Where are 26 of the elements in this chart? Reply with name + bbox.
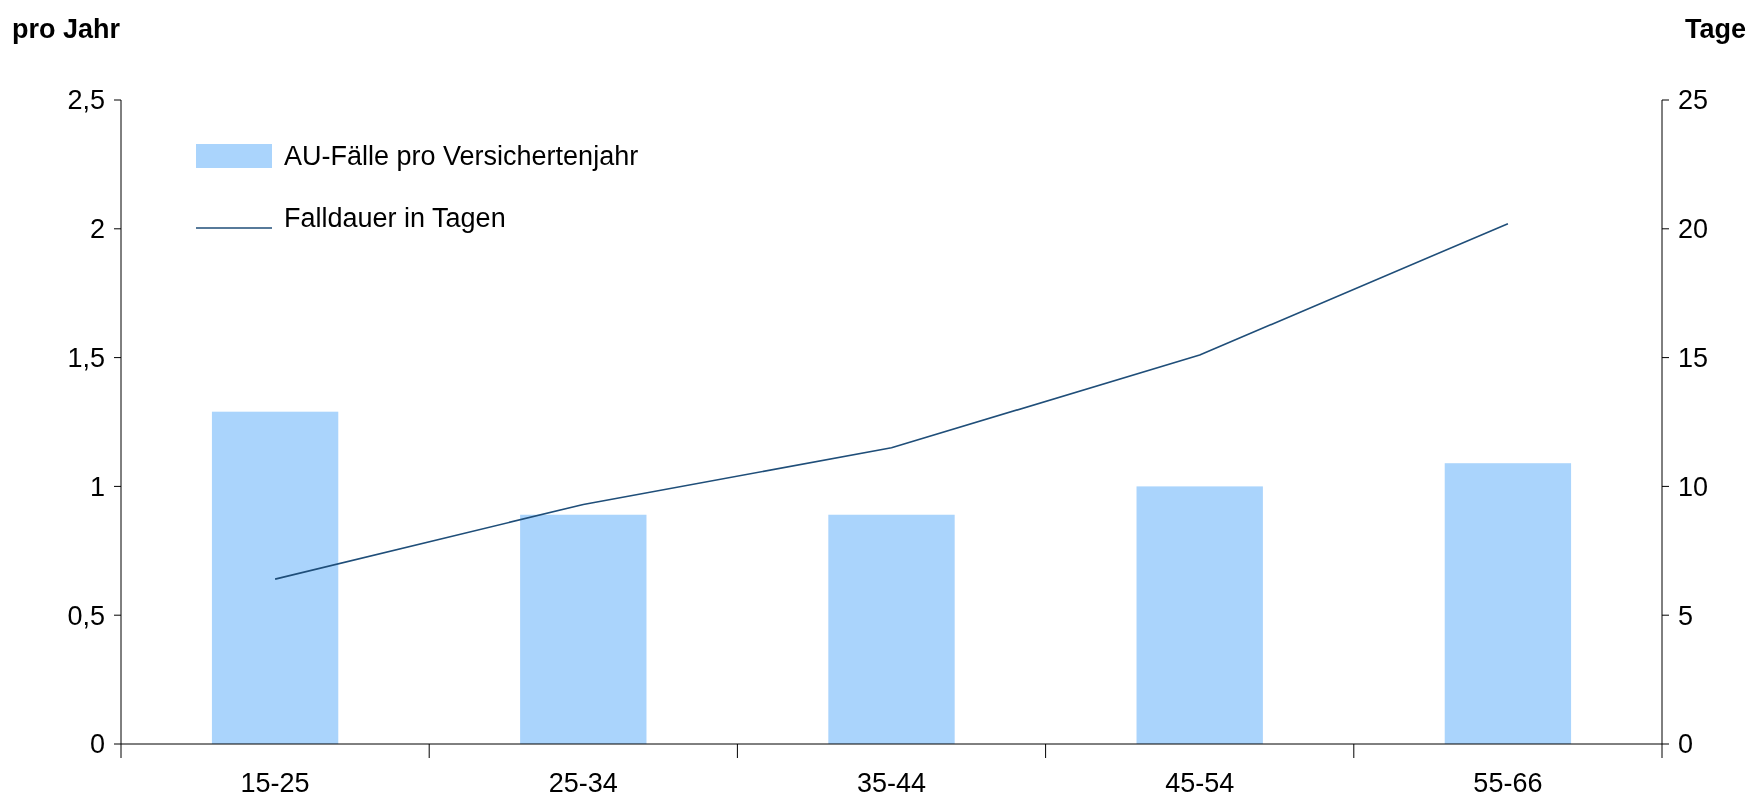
- y2-tick-label: 15: [1678, 343, 1709, 374]
- x-tick-label: 15-25: [240, 768, 310, 798]
- legend-label: AU-Fälle pro Versichertenjahr: [284, 141, 639, 172]
- y-tick-label: 1,5: [67, 343, 105, 374]
- bar: [520, 514, 647, 744]
- y-tick-label: 2,5: [67, 85, 105, 116]
- bar: [1444, 463, 1572, 744]
- y-tick-label: 0,5: [67, 600, 105, 631]
- y2-tick-label: 0: [1678, 729, 1694, 760]
- legend-label: Falldauer in Tagen: [284, 203, 506, 234]
- y-tick-label: 0: [89, 729, 105, 760]
- bar: [828, 514, 955, 744]
- y-tick-label: 1: [89, 471, 105, 502]
- y-axis-title: pro Jahr: [12, 14, 121, 44]
- y2-axis-title: Tage: [1684, 14, 1746, 44]
- x-tick-label: 55-66: [1473, 768, 1543, 798]
- y2-tick-label: 25: [1678, 85, 1709, 116]
- x-tick-label: 45-54: [1165, 768, 1235, 798]
- y2-tick-label: 5: [1678, 600, 1694, 631]
- bar: [211, 411, 339, 744]
- y2-tick-label: 10: [1678, 471, 1709, 502]
- x-tick-label: 25-34: [548, 768, 618, 798]
- bar: [1136, 486, 1263, 744]
- y2-tick-label: 20: [1678, 214, 1709, 245]
- y-tick-label: 2: [89, 214, 105, 245]
- x-tick-label: 35-44: [856, 768, 927, 798]
